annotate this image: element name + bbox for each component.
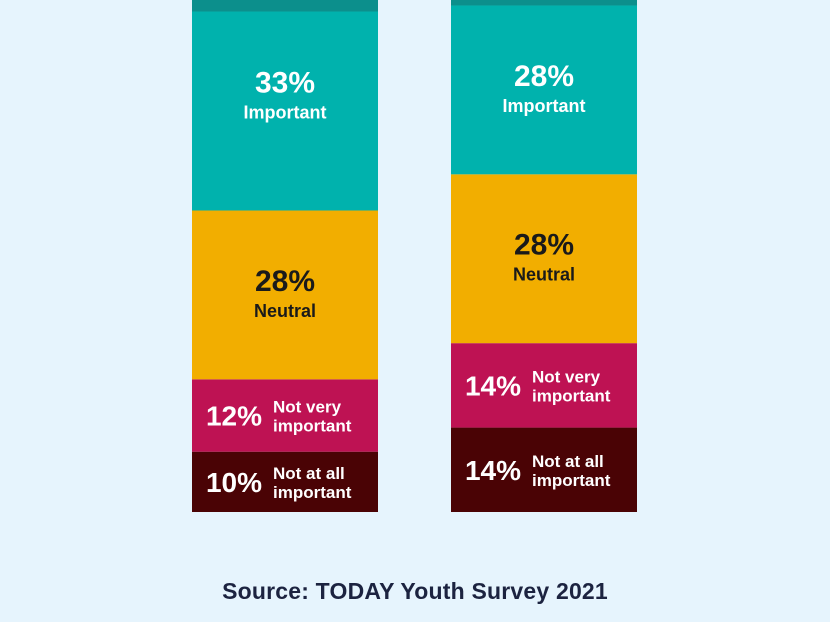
data-label-category: Neutral: [513, 265, 575, 285]
data-label-percent: 14%: [465, 455, 521, 486]
bar-segment-not-very-important: [451, 343, 637, 428]
data-label-percent: 33%: [255, 67, 315, 100]
data-label-category: Important: [244, 103, 327, 123]
data-label-category: Neutral: [254, 301, 316, 321]
bar-segment-not-at-all-important: [192, 451, 378, 512]
bar-segment-important: [192, 11, 378, 211]
bar-segment-neutral: [451, 174, 637, 344]
data-label-percent: 28%: [514, 60, 574, 93]
data-label-category: Not at all important: [532, 452, 611, 490]
data-label-category: Important: [503, 96, 586, 116]
data-label-category: Not at all important: [273, 464, 352, 502]
bar-segment-neutral: [192, 210, 378, 380]
bar-segment-top: [451, 0, 637, 6]
bar-segment-not-at-all-important: [451, 427, 637, 512]
bar-segment-important: [451, 5, 637, 175]
source-note: Source: TODAY Youth Survey 2021: [222, 578, 608, 604]
data-label-percent: 28%: [514, 229, 574, 262]
bar-segment-top: [192, 0, 378, 12]
data-label-category: Not very important: [273, 398, 352, 436]
data-label-category: Not very important: [532, 367, 611, 405]
bar-segment-not-very-important: [192, 379, 378, 452]
data-label-percent: 14%: [465, 370, 521, 401]
data-label-percent: 12%: [206, 401, 262, 432]
data-label-percent: 28%: [255, 265, 315, 298]
data-label-percent: 10%: [206, 467, 262, 498]
